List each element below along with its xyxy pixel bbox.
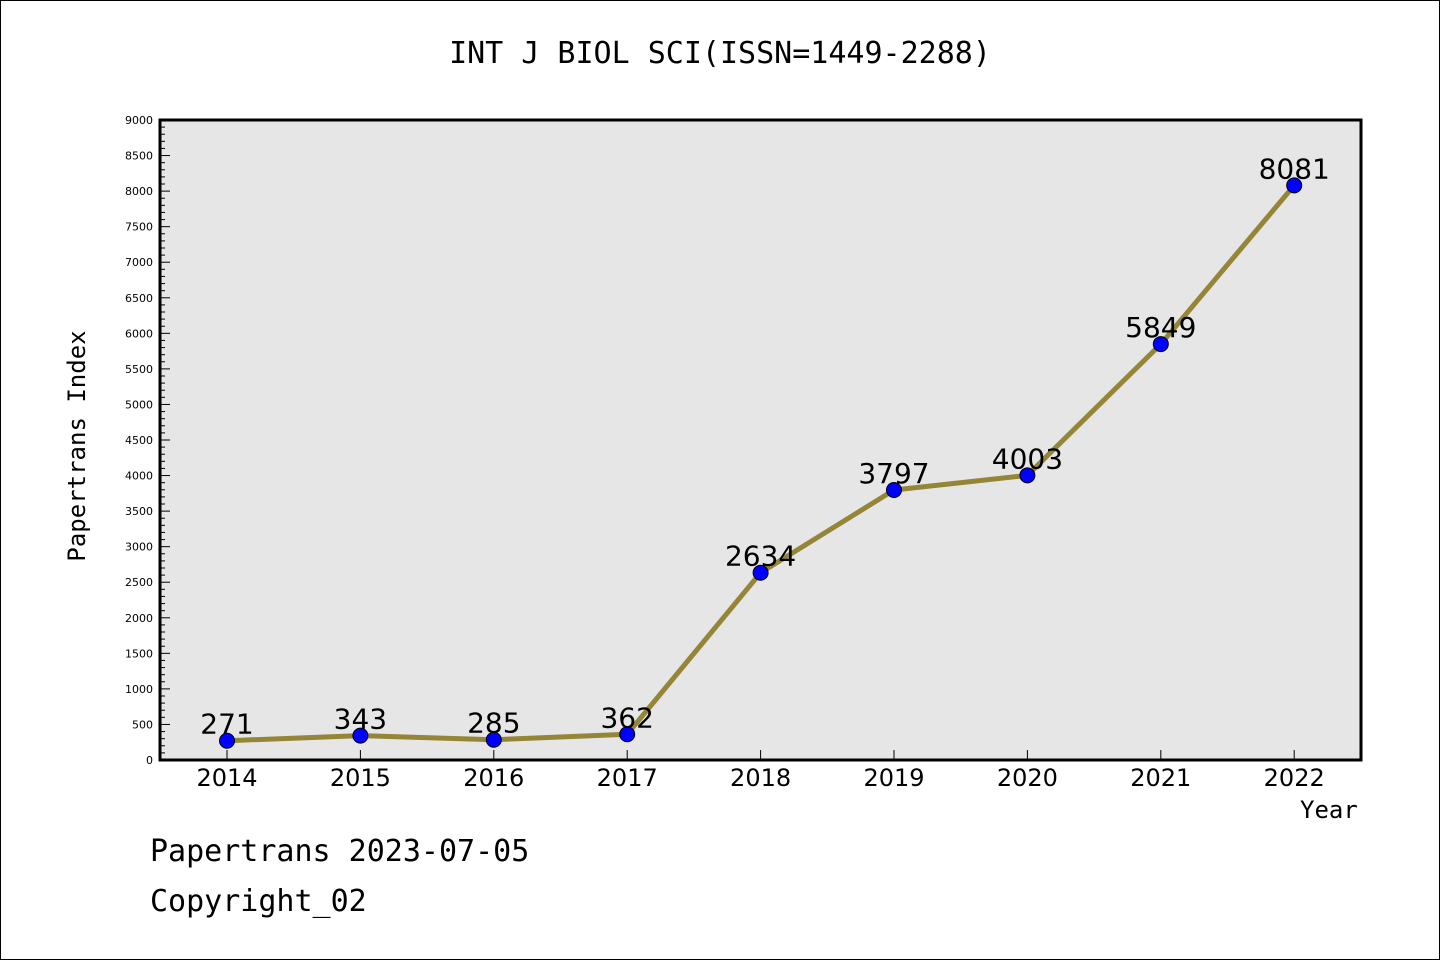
y-tick-label: 0 [146,754,153,767]
y-tick-label: 6000 [125,327,153,340]
data-label: 3797 [858,457,929,490]
y-tick-label: 6500 [125,292,153,305]
data-point [1286,177,1303,194]
y-tick-label: 7000 [125,256,153,269]
data-label: 4003 [992,442,1063,475]
data-label: 8081 [1259,152,1330,185]
data-point [1019,467,1036,484]
x-tick-label: 2018 [730,764,791,792]
plot-border [158,118,1363,762]
footer-date: Papertrans 2023-07-05 [150,834,530,869]
data-label: 362 [600,701,653,734]
x-tick-label: 2014 [196,764,257,792]
x-tick-label: 2019 [863,764,924,792]
data-point [619,726,636,743]
data-point [219,732,235,749]
x-tick-label: 2015 [330,764,391,792]
x-tick-label: 2022 [1264,764,1325,792]
y-tick-label: 9000 [125,114,153,127]
plot-area [160,120,1361,760]
y-tick-label: 2500 [125,576,153,589]
y-tick-label: 4500 [125,434,153,447]
x-tick-label: 2020 [997,764,1058,792]
data-point [1152,336,1169,353]
y-axis-label: Papertrans Index [63,330,91,562]
data-label: 285 [467,707,520,740]
y-tick-label: 500 [132,718,153,731]
data-point [886,481,902,498]
y-tick-label: 8000 [125,185,153,198]
x-tick-label: 2016 [463,764,524,792]
y-tick-label: 3000 [125,541,153,554]
data-label: 2634 [725,540,796,573]
y-tick-label: 1500 [125,647,153,660]
data-label: 343 [334,703,387,736]
chart-title: INT J BIOL SCI(ISSN=1449-2288) [449,36,991,71]
x-tick-label: 2017 [597,764,658,792]
y-tick-label: 8500 [125,150,153,163]
y-tick-label: 3500 [125,505,153,518]
y-tick-label: 2000 [125,612,153,625]
data-label: 271 [200,708,253,741]
x-tick-label: 2021 [1130,764,1191,792]
y-tick-label: 5500 [125,363,153,376]
footer-copyright: Copyright_02 [150,884,367,919]
data-point [752,564,769,581]
data-point [485,731,502,748]
y-tick-label: 4000 [125,470,153,483]
y-tick-label: 7500 [125,221,153,234]
y-tick-label: 1000 [125,683,153,696]
x-axis-label: Year [1300,796,1358,824]
y-tick-label: 5000 [125,398,153,411]
data-point [352,727,369,744]
data-label: 5849 [1125,311,1196,344]
